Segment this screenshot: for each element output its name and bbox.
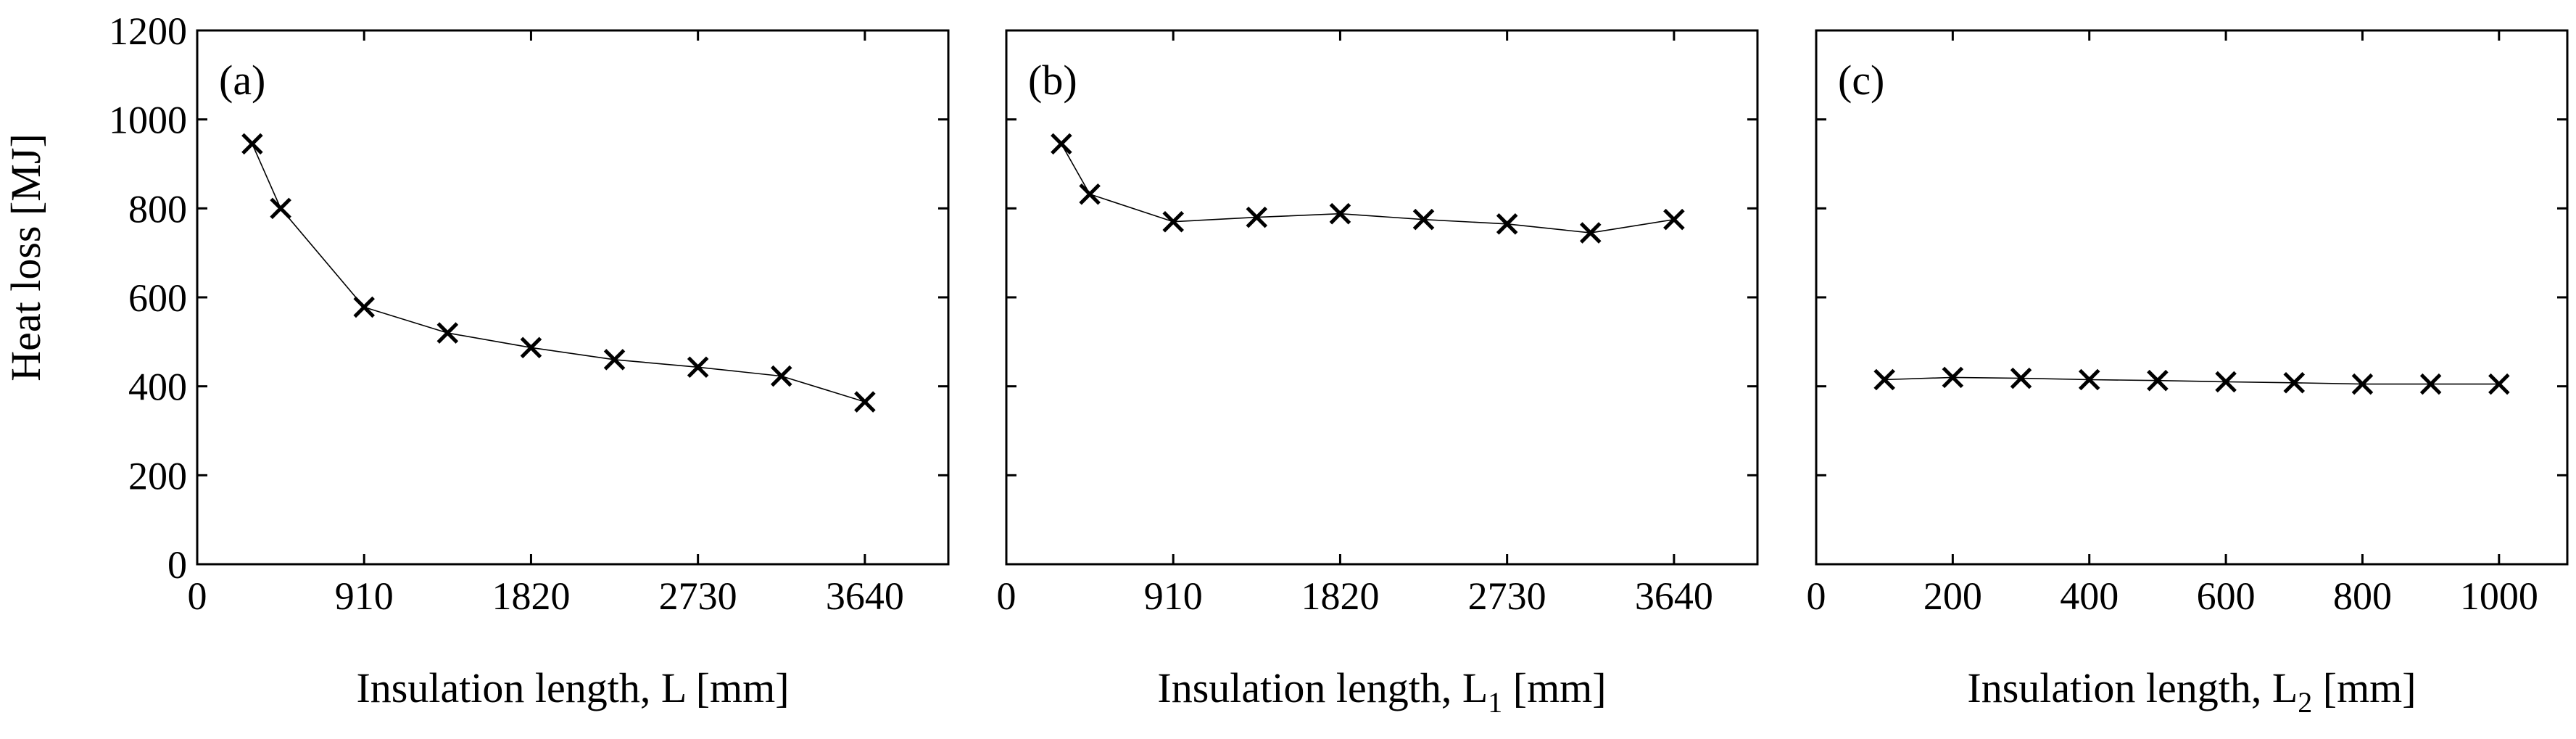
panel-c: 0 200 400 600 800 1000 (c) Insulation length, L…	[1807, 29, 2569, 719]
x-tick-label: 400	[2060, 574, 2119, 618]
marker-stroke	[2351, 373, 2374, 395]
x-tick-label: 1000	[2460, 574, 2538, 618]
plot-frame-b	[1005, 29, 1759, 566]
marker-stroke	[771, 365, 792, 387]
x-tick-label: 910	[335, 574, 394, 618]
marker-stroke	[1079, 183, 1101, 205]
marker-stroke	[1246, 206, 1268, 228]
data-point-b	[1079, 183, 1101, 205]
x-tick-label: 0	[188, 574, 207, 618]
marker-stroke	[1663, 208, 1685, 231]
x-tick-label: 2730	[1468, 574, 1546, 618]
panel-b: 0 910 1820 2730 3640 (b) Insulation length, L1…	[997, 29, 1759, 719]
series-line-b	[1061, 144, 1675, 234]
marker-stroke	[603, 349, 626, 371]
data-point-c	[2488, 373, 2510, 395]
marker-stroke	[1873, 368, 1895, 391]
panel-a: 0 200 400 600 800 1000 1200 0 910 1820 2730 3640 (a)…	[109, 9, 950, 711]
marker-stroke	[1496, 213, 1518, 235]
y-tick-label: 0	[167, 543, 187, 587]
data-point-b	[1412, 208, 1435, 231]
data-point-a	[353, 296, 375, 318]
data-point-b	[1246, 206, 1268, 228]
marker-stroke	[1162, 210, 1184, 233]
x-tick-label: 600	[2197, 574, 2256, 618]
x-tick-label: 0	[1807, 574, 1826, 618]
panel-label-b: (b)	[1028, 57, 1077, 104]
y-tick-label: 200	[128, 454, 187, 498]
marker-stroke	[2419, 373, 2442, 395]
x-axis-title-b: Insulation length, L1 [mm]	[1157, 664, 1606, 719]
data-point-c	[2010, 367, 2032, 389]
data-point-a	[687, 356, 709, 379]
data-point-c	[1942, 366, 1964, 389]
y-axis-title: Heat loss [MJ]	[2, 133, 49, 381]
data-point-a	[854, 391, 876, 413]
data-point-c	[2351, 373, 2374, 395]
marker-stroke	[2147, 369, 2169, 392]
x-tick-label: 1820	[492, 574, 570, 618]
data-point-a	[241, 133, 263, 155]
marker-stroke	[687, 356, 709, 379]
y-tick-label: 800	[128, 187, 187, 231]
data-point-b	[1496, 213, 1518, 235]
data-point-c	[2147, 369, 2169, 392]
marker-stroke	[436, 322, 459, 344]
marker-stroke	[1329, 202, 1351, 225]
panel-label-a: (a)	[219, 57, 265, 104]
x-tick-label: 800	[2333, 574, 2392, 618]
marker-stroke	[353, 296, 375, 318]
series-line-c	[1884, 376, 2499, 385]
data-point-a	[771, 365, 792, 387]
data-point-c	[2078, 368, 2100, 391]
data-point-a	[603, 349, 626, 371]
panel-label-c: (c)	[1838, 57, 1884, 104]
x-tick-label: 1820	[1301, 574, 1379, 618]
y-tick-label: 600	[128, 276, 187, 320]
data-point-b	[1580, 222, 1602, 244]
x-tick-label: 910	[1144, 574, 1203, 618]
marker-stroke	[241, 133, 263, 155]
marker-stroke	[1051, 133, 1072, 155]
plot-frame-c	[1815, 29, 2569, 566]
marker-stroke	[2010, 367, 2032, 389]
data-point-c	[2283, 371, 2306, 394]
data-point-a	[270, 197, 291, 220]
marker-stroke	[2283, 371, 2306, 394]
data-point-a	[520, 337, 542, 359]
x-tick-label: 200	[1923, 574, 1982, 618]
x-tick-label: 3640	[1635, 574, 1713, 618]
data-point-a	[436, 322, 459, 344]
data-point-b	[1663, 208, 1685, 231]
data-point-c	[2215, 371, 2237, 393]
marker-stroke	[2078, 368, 2100, 391]
y-tick-label: 400	[128, 366, 187, 409]
x-tick-label: 3640	[826, 574, 904, 618]
data-point-b	[1051, 133, 1072, 155]
data-point-b	[1329, 202, 1351, 225]
marker-stroke	[854, 391, 876, 413]
x-axis-title-a: Insulation length, L [mm]	[356, 664, 789, 711]
marker-stroke	[1942, 366, 1964, 389]
data-point-c	[1873, 368, 1895, 391]
x-axis-title-c: Insulation length, L2 [mm]	[1967, 664, 2416, 719]
marker-stroke	[2215, 371, 2237, 393]
marker-stroke	[270, 197, 291, 220]
plot-frame-a	[196, 29, 950, 566]
data-point-b	[1162, 210, 1184, 233]
marker-stroke	[1580, 222, 1602, 244]
series-line-a	[252, 144, 866, 402]
x-tick-label: 0	[997, 574, 1016, 618]
y-tick-label: 1000	[109, 99, 187, 142]
y-tick-label: 1200	[109, 9, 187, 53]
data-point-c	[2419, 373, 2442, 395]
x-tick-label: 2730	[659, 574, 737, 618]
marker-stroke	[2488, 373, 2510, 395]
marker-stroke	[520, 337, 542, 359]
marker-stroke	[1412, 208, 1435, 231]
